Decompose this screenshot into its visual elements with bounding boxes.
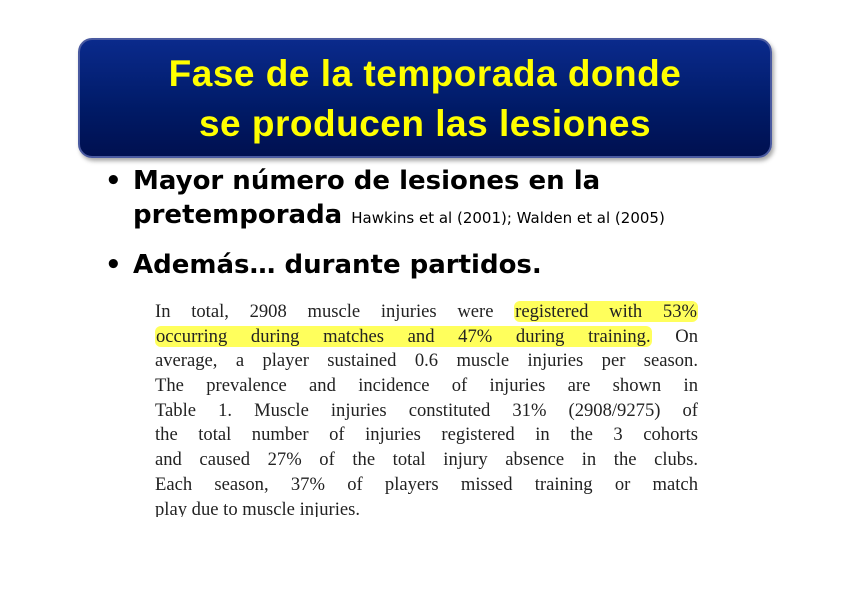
title-box: Fase de la temporada donde se producen l… xyxy=(78,38,772,158)
excerpt-text: Each season, 37% of players missed train… xyxy=(155,473,698,495)
highlighted-text: registered with 53% xyxy=(514,301,698,322)
excerpt-text: In total, 2908 muscle injuries were xyxy=(155,301,515,322)
excerpt-text: On xyxy=(651,325,698,347)
title-line: se producen las lesiones xyxy=(198,103,652,144)
excerpt-line: The prevalence and incidence of injuries… xyxy=(155,374,698,399)
bullet-text: Además… durante partidos. xyxy=(133,250,542,280)
excerpt-text: Table 1. Muscle injuries constituted 31%… xyxy=(155,399,698,421)
excerpt-text: the total number of injuries registered … xyxy=(155,424,698,446)
excerpt-text: The prevalence and incidence of injuries… xyxy=(155,375,698,397)
excerpt-text: and caused 27% of the total injury absen… xyxy=(155,449,698,471)
citation: Hawkins et al (2001); Walden et al (2005… xyxy=(351,209,665,227)
excerpt-text: play due to muscle injuries. xyxy=(155,498,361,518)
excerpt-line: and caused 27% of the total injury absen… xyxy=(155,448,698,473)
excerpt-line: Table 1. Muscle injuries constituted 31%… xyxy=(155,399,698,424)
bullet-dot: • xyxy=(105,166,122,196)
bullet-text: pretemporada xyxy=(133,200,343,230)
highlighted-text: occurring during matches and 47% during … xyxy=(155,325,652,347)
excerpt-line: play due to muscle injuries. xyxy=(155,498,698,518)
excerpt-line: Each season, 37% of players missed train… xyxy=(155,473,698,498)
excerpt-line: average, a player sustained 0.6 muscle i… xyxy=(155,349,698,374)
title-line: Fase de la temporada donde xyxy=(168,53,682,94)
excerpt-line: occurring during matches and 47% during … xyxy=(155,325,698,350)
bullet-text-line: pretemporada Hawkins et al (2001); Walde… xyxy=(133,200,665,230)
bullet-dot: • xyxy=(105,250,122,280)
excerpt-line: In total, 2908 muscle injuries were regi… xyxy=(155,300,698,325)
excerpt-line: the total number of injuries registered … xyxy=(155,423,698,448)
excerpt-text: average, a player sustained 0.6 muscle i… xyxy=(155,350,698,372)
bullet-text: Mayor número de lesiones en la xyxy=(133,166,601,196)
paper-excerpt: In total, 2908 muscle injuries were regi… xyxy=(155,300,698,517)
